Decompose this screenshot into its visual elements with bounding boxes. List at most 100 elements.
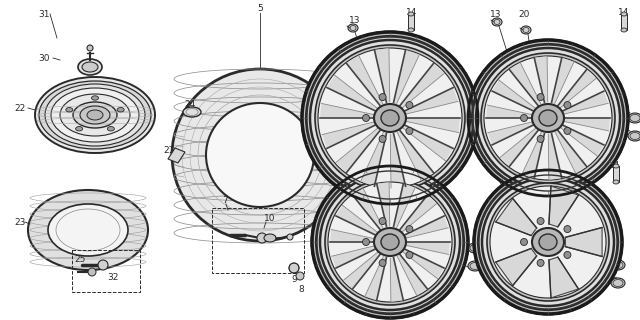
Circle shape xyxy=(362,238,369,245)
Ellipse shape xyxy=(532,104,564,132)
Polygon shape xyxy=(486,105,532,118)
Circle shape xyxy=(88,268,96,276)
Ellipse shape xyxy=(80,106,110,124)
Circle shape xyxy=(98,260,108,270)
Circle shape xyxy=(520,115,527,122)
Text: 14: 14 xyxy=(609,161,620,170)
Ellipse shape xyxy=(39,81,151,149)
Polygon shape xyxy=(332,246,376,268)
Text: 5: 5 xyxy=(257,4,263,12)
Ellipse shape xyxy=(76,126,83,131)
Polygon shape xyxy=(534,56,548,102)
Ellipse shape xyxy=(468,261,482,271)
Ellipse shape xyxy=(468,243,482,253)
Ellipse shape xyxy=(539,110,557,126)
Polygon shape xyxy=(548,133,562,180)
Polygon shape xyxy=(403,125,453,161)
Polygon shape xyxy=(322,122,376,148)
Text: 28: 28 xyxy=(521,161,532,170)
Ellipse shape xyxy=(315,45,465,191)
Polygon shape xyxy=(336,128,380,173)
Ellipse shape xyxy=(325,179,455,305)
Ellipse shape xyxy=(310,40,470,196)
Polygon shape xyxy=(406,118,460,132)
Polygon shape xyxy=(360,132,387,186)
Ellipse shape xyxy=(521,26,531,34)
Polygon shape xyxy=(496,248,537,285)
Ellipse shape xyxy=(468,40,628,196)
Ellipse shape xyxy=(108,126,115,131)
Polygon shape xyxy=(346,55,383,106)
Bar xyxy=(72,250,140,292)
Polygon shape xyxy=(552,58,574,103)
Polygon shape xyxy=(394,183,415,228)
Circle shape xyxy=(379,93,386,100)
Text: 19: 19 xyxy=(621,130,632,139)
Text: 29: 29 xyxy=(344,164,355,172)
Polygon shape xyxy=(406,242,450,254)
Text: 25: 25 xyxy=(74,255,85,265)
Ellipse shape xyxy=(66,108,73,112)
Ellipse shape xyxy=(312,166,468,318)
Text: 22: 22 xyxy=(14,103,25,113)
Ellipse shape xyxy=(172,69,348,241)
Polygon shape xyxy=(558,69,596,108)
Ellipse shape xyxy=(82,62,98,72)
Circle shape xyxy=(537,135,544,142)
Text: 19: 19 xyxy=(608,276,620,285)
Circle shape xyxy=(379,135,386,142)
Ellipse shape xyxy=(87,110,103,120)
Ellipse shape xyxy=(345,168,355,176)
Ellipse shape xyxy=(374,104,406,132)
Polygon shape xyxy=(390,258,403,302)
Text: 8: 8 xyxy=(298,285,304,294)
Text: 19: 19 xyxy=(487,132,499,140)
Text: 13: 13 xyxy=(344,161,355,170)
Polygon shape xyxy=(549,257,579,298)
Ellipse shape xyxy=(381,110,399,126)
Ellipse shape xyxy=(621,28,627,32)
Bar xyxy=(212,208,304,273)
Ellipse shape xyxy=(316,170,464,314)
Ellipse shape xyxy=(328,182,452,302)
Circle shape xyxy=(406,252,413,259)
Ellipse shape xyxy=(28,190,148,270)
Ellipse shape xyxy=(408,12,414,16)
Ellipse shape xyxy=(478,174,618,310)
Polygon shape xyxy=(565,228,602,257)
Circle shape xyxy=(537,218,544,225)
Ellipse shape xyxy=(487,183,609,301)
Polygon shape xyxy=(330,229,374,242)
Polygon shape xyxy=(400,63,444,108)
Text: 15: 15 xyxy=(480,242,492,251)
Polygon shape xyxy=(496,198,537,236)
Polygon shape xyxy=(400,195,436,232)
Bar xyxy=(408,14,414,30)
Bar xyxy=(621,14,627,30)
Polygon shape xyxy=(327,75,378,111)
Polygon shape xyxy=(561,125,604,156)
Ellipse shape xyxy=(481,53,615,183)
Polygon shape xyxy=(377,182,390,227)
Circle shape xyxy=(520,238,527,245)
Ellipse shape xyxy=(73,102,117,128)
Circle shape xyxy=(289,263,299,273)
Ellipse shape xyxy=(411,164,417,168)
Ellipse shape xyxy=(264,234,276,242)
Polygon shape xyxy=(397,254,428,296)
Ellipse shape xyxy=(482,178,614,306)
Ellipse shape xyxy=(628,131,640,141)
Bar xyxy=(613,166,619,182)
Circle shape xyxy=(406,127,413,134)
Polygon shape xyxy=(563,91,608,114)
Ellipse shape xyxy=(474,170,622,314)
Ellipse shape xyxy=(473,133,487,143)
Polygon shape xyxy=(394,50,419,103)
Ellipse shape xyxy=(472,44,624,192)
Ellipse shape xyxy=(92,96,99,100)
Ellipse shape xyxy=(381,234,399,250)
Ellipse shape xyxy=(408,28,414,32)
Circle shape xyxy=(287,234,293,240)
Text: 15: 15 xyxy=(608,259,620,268)
Polygon shape xyxy=(564,118,610,131)
